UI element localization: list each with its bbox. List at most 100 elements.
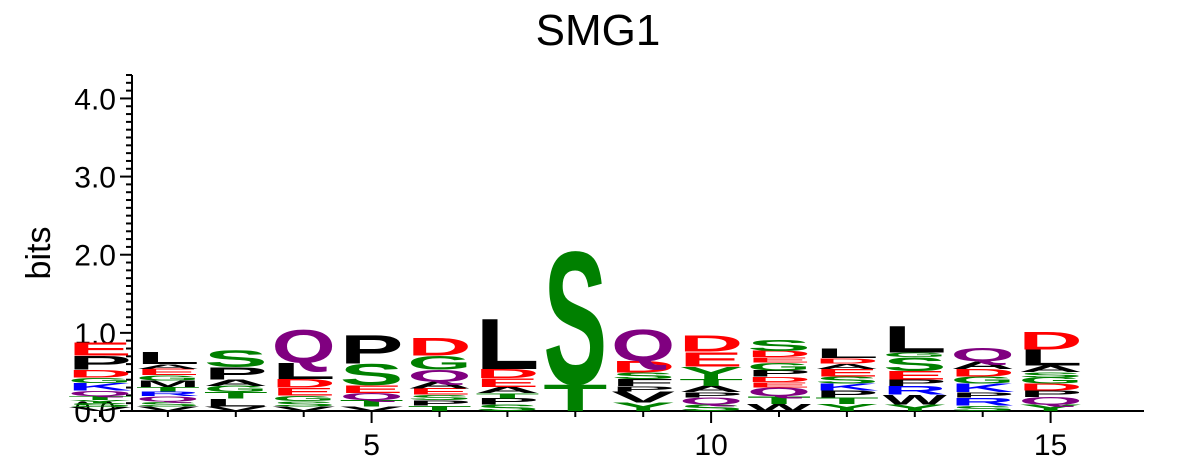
logo-letter-P: P <box>747 369 811 379</box>
logo-letter-M: M <box>136 379 200 389</box>
logo-letter-Y: Y <box>68 399 132 404</box>
logo-letter-E: E <box>747 381 811 389</box>
logo-letter-Q: Q <box>1019 395 1083 407</box>
logo-letter-F: F <box>611 377 675 388</box>
logo-letter-E: E <box>68 339 132 360</box>
logo-letter-A: A <box>204 378 268 388</box>
logo-letter-T: T <box>815 396 879 406</box>
logo-letter-G: G <box>408 352 472 374</box>
y-tick-label: 3.0 <box>74 162 116 195</box>
logo-letter-P: P <box>611 385 675 393</box>
logo-letter-Y: Y <box>611 400 675 413</box>
logo-letter-V: V <box>136 405 200 412</box>
logo-letter-S: S <box>476 403 540 413</box>
logo-letter-D: D <box>68 368 132 380</box>
logo-letter-S: S <box>340 358 404 392</box>
letter-stacks: VSYTQKGDPEVSQRTMGEALVLTGAPSVSGEDLQVTQESP… <box>68 212 1083 424</box>
logo-letter-D: D <box>679 331 743 357</box>
logo-letter-P: P <box>204 364 268 384</box>
logo-letter-A: A <box>815 362 879 370</box>
logo-letter-D: D <box>747 349 811 359</box>
logo-letter-V: V <box>340 405 404 412</box>
logo-letter-D: D <box>951 367 1015 379</box>
logo-letter-V: V <box>611 389 675 406</box>
logo-letter-S: S <box>68 402 132 408</box>
logo-letter-D: D <box>272 377 336 390</box>
logo-letter-G: G <box>272 394 336 403</box>
logo-letter-P: P <box>951 391 1015 399</box>
logo-letter-R: R <box>136 390 200 397</box>
axes: 0.0 1.0 2.0 3.0 4.0 bits 5 10 15 <box>20 74 1144 462</box>
logo-letter-S: S <box>747 337 811 354</box>
logo-letter-S: S <box>272 400 336 408</box>
logo-letter-Q: Q <box>272 321 336 373</box>
logo-letter-T: T <box>679 377 743 388</box>
logo-letter-W: W <box>747 402 811 413</box>
logo-letter-S: S <box>951 404 1015 412</box>
logo-letter-E: E <box>476 376 540 389</box>
logo-letter-D: D <box>611 358 675 376</box>
logo-letter-G: G <box>951 375 1015 386</box>
logo-letter-K: K <box>815 382 880 393</box>
logo-letter-A: A <box>475 385 539 395</box>
logo-letter-A: A <box>1019 364 1083 374</box>
logo-letter-R: R <box>951 396 1015 408</box>
logo-letter-L: L <box>1019 345 1083 371</box>
logo-letter-R: R <box>883 384 947 397</box>
logo-letter-E: E <box>679 348 743 371</box>
logo-letter-V: V <box>272 405 336 412</box>
logo-letter-Y: Y <box>815 402 879 413</box>
logo-letter-P: P <box>68 352 132 374</box>
y-tick-label: 4.0 <box>74 83 116 116</box>
logo-letter-L: L <box>815 345 879 361</box>
logo-letter-S: S <box>679 403 743 413</box>
logo-letter-E: E <box>340 383 404 395</box>
logo-letter-G: G <box>883 351 947 358</box>
logo-letter-Q: Q <box>747 386 811 399</box>
logo-letter-T: T <box>475 392 539 401</box>
logo-letter-P: P <box>1019 389 1083 399</box>
logo-letter-G: G <box>68 376 132 385</box>
logo-letter-S: S <box>204 346 268 373</box>
x-tick-label: 10 <box>694 429 727 462</box>
logo-letter-L: L <box>204 396 268 408</box>
logo-letter-T: T <box>747 394 811 406</box>
logo-column-8: TS <box>543 212 607 424</box>
logo-letter-T: T <box>204 391 268 401</box>
logo-letter-V: V <box>68 406 132 412</box>
logo-letter-T: T <box>407 404 471 413</box>
logo-letter-Y: Y <box>679 363 743 383</box>
logo-letter-Q: Q <box>136 395 200 404</box>
logo-letter-G: G <box>204 384 268 394</box>
logo-letter-E: E <box>408 387 472 397</box>
logo-letter-D: D <box>1019 382 1083 393</box>
logo-letter-L: L <box>272 358 336 384</box>
logo-letter-T: T <box>543 377 607 420</box>
logo-letter-A: A <box>951 359 1015 371</box>
logo-letter-L: L <box>475 305 539 385</box>
y-axis-title: bits <box>20 227 58 280</box>
logo-letter-G: G <box>747 361 811 373</box>
logo-letter-S: S <box>1019 371 1083 379</box>
logo-letter-G: G <box>1019 376 1083 386</box>
logo-letter-S: S <box>815 375 879 386</box>
logo-letter-A: A <box>679 385 743 395</box>
y-tick-label: 1.0 <box>74 318 116 351</box>
logo-letter-W: W <box>883 392 948 408</box>
x-tick-label: 15 <box>1034 429 1067 462</box>
logo-letter-D: D <box>407 333 471 361</box>
logo-letter-E: E <box>136 367 200 377</box>
logo-letter-L: L <box>883 318 947 361</box>
logo-letter-S: S <box>611 371 675 381</box>
y-tick-label: 0.0 <box>74 396 116 429</box>
logo-letter-P: P <box>815 389 879 400</box>
